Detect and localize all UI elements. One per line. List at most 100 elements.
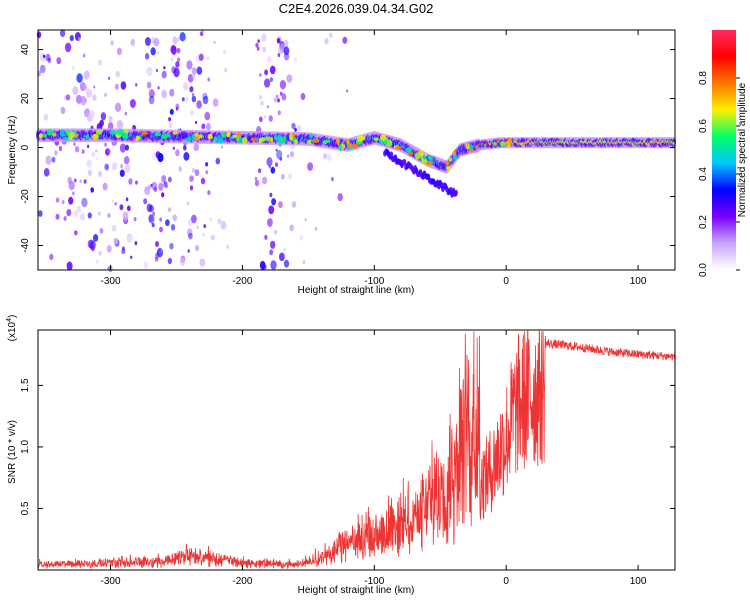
spectrogram-x-tick-label: 100	[630, 276, 647, 287]
spectrogram-noise-mark	[114, 83, 119, 90]
spectrogram-hot-mark	[419, 150, 423, 157]
spectrogram-noise-mark	[157, 86, 160, 90]
spectrogram-hot-mark	[191, 133, 195, 141]
spectrogram-noise-mark	[196, 225, 199, 230]
spectrogram-noise-mark	[143, 198, 148, 205]
spectrogram-hot-mark	[217, 137, 224, 144]
spectrogram-hot-mark	[63, 137, 70, 141]
spectrogram-branch-mark	[402, 159, 407, 166]
spectrogram-noise-mark	[331, 177, 334, 182]
spectrogram-noise-mark	[106, 245, 112, 253]
spectrogram-noise-mark	[107, 213, 111, 218]
spectrogram-noise-mark	[95, 157, 99, 161]
spectrogram-hot-mark	[324, 139, 331, 144]
spectrogram-noise-mark	[283, 247, 286, 252]
spectrogram-noise-mark	[314, 226, 318, 231]
spectrogram-y-label: Frequency (Hz)	[7, 116, 18, 185]
spectrogram-noise-mark	[302, 260, 306, 265]
spectrogram-noise-mark	[43, 54, 46, 58]
spectrogram-noise-mark	[259, 73, 262, 77]
spectrogram-hot-mark	[194, 132, 199, 137]
spectrogram-noise-mark	[205, 162, 209, 167]
spectrogram-x-tick-label: 0	[503, 276, 509, 287]
spectrogram-noise-mark	[207, 190, 211, 196]
colorbar-tick-label: 0.4	[698, 167, 709, 181]
spectrogram-noise-mark	[66, 261, 73, 271]
spectrogram-noise-mark	[209, 217, 213, 222]
spectrogram-noise-mark	[283, 39, 289, 48]
spectrogram-noise-mark	[186, 60, 193, 70]
spectrogram-noise-mark	[183, 82, 189, 91]
snr-x-tick-label: -300	[101, 576, 121, 587]
spectrogram-noise-mark	[154, 256, 159, 262]
spectrogram-x-label: Height of straight line (km)	[298, 285, 415, 296]
spectrogram-noise-mark	[261, 33, 267, 42]
spectrogram-noise-mark	[91, 151, 96, 157]
spectrogram-hot-mark	[161, 134, 167, 140]
spectrogram-noise-mark	[189, 86, 194, 93]
spectrogram-noise-mark	[255, 42, 259, 48]
spectrogram-noise-mark	[116, 120, 124, 130]
spectrogram-noise-mark	[97, 59, 102, 66]
spectrogram-hot-mark	[135, 135, 140, 141]
spectrogram-noise-mark	[266, 56, 272, 64]
spectrogram-noise-mark	[164, 183, 168, 189]
spectrogram-noise-mark	[175, 106, 179, 111]
spectrogram-noise-mark	[175, 61, 180, 68]
spectrogram-noise-mark	[273, 229, 278, 235]
spectrogram-noise-mark	[69, 35, 74, 42]
spectrogram-noise-mark	[262, 46, 267, 53]
spectrogram-y-tick-label: 40	[20, 44, 31, 56]
spectrogram-noise-mark	[102, 182, 108, 191]
spectrogram-noise-mark	[119, 169, 125, 177]
spectrogram-noise-mark	[191, 73, 196, 79]
spectrogram-noise-mark	[287, 154, 289, 158]
spectrogram-noise-mark	[289, 151, 294, 158]
spectrogram-noise-mark	[92, 94, 97, 101]
spectrogram-hot-mark	[59, 129, 65, 137]
spectrogram-noise-mark	[279, 80, 286, 90]
spectrogram-noise-mark	[146, 81, 152, 89]
spectrogram-noise-mark	[277, 98, 280, 103]
spectrogram-hot-mark	[265, 136, 272, 142]
spectrogram-noise-mark	[78, 37, 81, 42]
spectrogram-noise-mark	[160, 249, 164, 254]
spectrogram-noise-mark	[66, 94, 71, 101]
spectrogram-hot-mark	[172, 131, 178, 135]
spectrogram-noise-mark	[159, 226, 163, 233]
spectrogram-noise-mark	[278, 201, 283, 209]
spectrogram-noise-mark	[79, 179, 82, 183]
spectrogram-noise-mark	[279, 157, 283, 161]
spectrogram-noise-mark	[157, 152, 164, 163]
colorbar-tick-label: 0.8	[698, 71, 709, 85]
spectrogram-noise-mark	[125, 144, 129, 151]
spectrogram-hot-mark	[282, 135, 287, 143]
spectrogram-noise-mark	[167, 257, 172, 265]
spectrogram-noise-mark	[273, 97, 277, 103]
spectrogram-noise-mark	[191, 95, 197, 103]
spectrogram-noise-mark	[115, 70, 120, 78]
spectrogram-noise-mark	[179, 32, 186, 42]
spectrogram-noise-mark	[39, 53, 46, 62]
spectrogram-noise-mark	[49, 253, 54, 261]
spectrogram-noise-mark	[191, 214, 197, 224]
spectrogram-noise-mark	[99, 119, 104, 127]
spectrogram-noise-mark	[128, 178, 133, 185]
spectrogram-noise-mark	[124, 111, 128, 116]
spectrogram-hot-mark	[260, 137, 267, 142]
spectrogram-noise-mark	[148, 214, 155, 224]
spectrogram-noise-mark	[130, 38, 136, 47]
spectrogram-noise-mark	[120, 164, 123, 169]
spectrogram-hot-mark	[346, 143, 353, 148]
spectrogram-noise-mark	[300, 92, 306, 101]
spectrogram-noise-mark	[170, 224, 176, 231]
spectrogram-hot-mark	[85, 134, 89, 140]
spectrogram-noise-mark	[82, 53, 86, 58]
spectrogram-noise-mark	[196, 66, 203, 75]
spectrogram-noise-mark	[73, 210, 79, 218]
spectrogram-hot-mark	[386, 139, 393, 147]
spectrogram-noise-mark	[155, 241, 159, 247]
spectrogram-hot-mark	[373, 137, 379, 142]
spectrogram-noise-mark	[89, 110, 95, 119]
